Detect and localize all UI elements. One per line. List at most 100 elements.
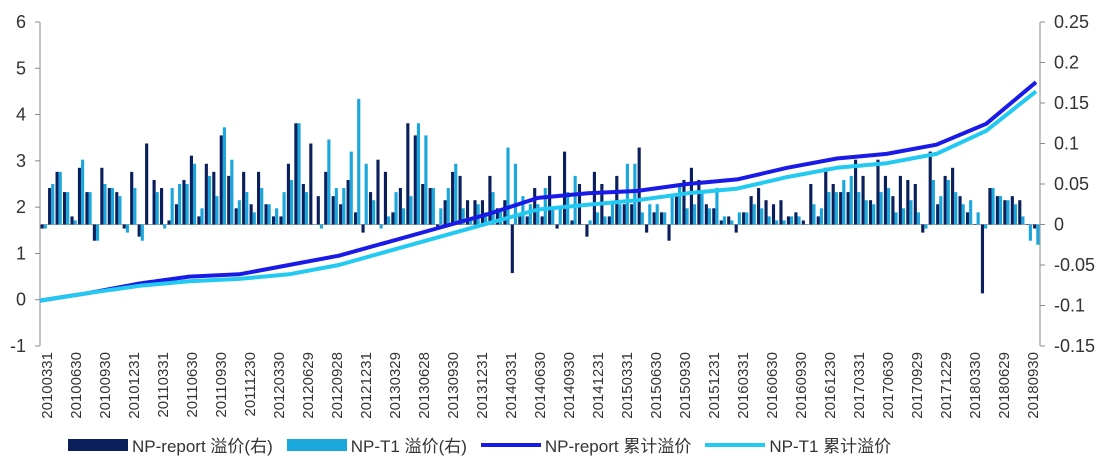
bar-np-report xyxy=(704,204,708,225)
bar-np-report xyxy=(279,216,283,225)
x-tick-label: 20111230 xyxy=(242,352,259,417)
bar-np-t1 xyxy=(439,208,443,225)
bar-np-report xyxy=(645,224,649,233)
bar-np-report xyxy=(883,175,888,225)
bar-np-t1 xyxy=(513,163,518,225)
bar-np-report xyxy=(585,224,589,237)
bar-np-t1 xyxy=(379,224,383,229)
bar-np-report xyxy=(816,216,820,225)
bar-np-t1 xyxy=(446,188,450,225)
x-tick-label: 20170331 xyxy=(851,352,868,419)
chart-legend: NP-report 溢价(右) NP-T1 溢价(右) NP-report 累计… xyxy=(68,432,905,457)
bar-np-t1 xyxy=(648,204,652,225)
bar-np-t1 xyxy=(939,196,943,225)
line-np-t1-cumulative xyxy=(39,89,1038,303)
bar-np-report xyxy=(689,167,693,225)
bar-np-t1 xyxy=(245,192,249,225)
bar-np-report xyxy=(48,188,52,225)
bar-np-t1 xyxy=(782,220,786,225)
x-tick-label: 20120928 xyxy=(329,352,346,419)
bar-np-report xyxy=(540,216,544,225)
bar-np-t1 xyxy=(998,196,1003,225)
x-tick-label: 20160930 xyxy=(793,352,810,419)
bar-np-t1 xyxy=(819,208,823,225)
bar-np-t1 xyxy=(312,224,316,225)
x-tick-label: 20100331 xyxy=(39,352,56,419)
x-tick-label: 20110930 xyxy=(213,352,230,418)
bar-np-t1 xyxy=(633,163,637,225)
x-tick-label: 20160331 xyxy=(735,352,752,419)
bar-np-t1 xyxy=(334,188,338,225)
bar-np-t1 xyxy=(275,208,279,225)
bar-np-t1 xyxy=(267,204,271,225)
bar-np-t1 xyxy=(924,224,928,229)
bar-np-t1 xyxy=(484,212,488,225)
bar-np-t1 xyxy=(110,188,115,225)
x-tick-label: 20100930 xyxy=(97,352,114,419)
bar-np-t1 xyxy=(58,171,62,225)
bar-np-report xyxy=(242,171,246,225)
bar-np-report xyxy=(906,179,910,225)
bar-np-t1 xyxy=(730,220,734,225)
x-tick-label: 20170630 xyxy=(880,352,897,419)
bar-np-report xyxy=(361,224,365,233)
bar-np-t1 xyxy=(349,151,353,225)
bar-np-report xyxy=(92,224,96,241)
bar-np-report xyxy=(839,192,843,225)
left-tick-label: 0 xyxy=(16,290,26,310)
bar-np-t1 xyxy=(252,212,256,225)
bar-np-t1 xyxy=(133,188,137,225)
bar-np-report xyxy=(846,192,850,225)
bar-np-report xyxy=(294,123,298,225)
bar-np-report xyxy=(570,220,574,225)
bar-np-report xyxy=(891,196,895,225)
bar-np-t1 xyxy=(476,204,480,225)
bar-np-report xyxy=(227,175,231,225)
bar-np-t1 xyxy=(95,224,100,241)
legend-swatch-np-report-bar xyxy=(68,438,128,451)
bar-np-t1 xyxy=(707,208,712,225)
bar-np-report xyxy=(376,159,380,225)
bar-np-t1 xyxy=(528,204,532,225)
bar-np-report xyxy=(518,216,522,225)
bar-np-report xyxy=(824,167,828,225)
bar-np-t1 xyxy=(215,196,219,225)
bar-np-report xyxy=(995,196,999,225)
x-tick-label: 20140930 xyxy=(561,352,578,419)
right-tick-label: 0.2 xyxy=(1054,53,1079,73)
bar-np-report xyxy=(988,188,992,225)
left-tick-label: -1 xyxy=(10,336,26,356)
bar-np-report xyxy=(331,196,335,225)
bar-np-t1 xyxy=(700,192,704,225)
bar-np-report xyxy=(936,204,940,225)
bar-np-t1 xyxy=(1006,200,1010,225)
left-tick-label: 6 xyxy=(16,12,26,32)
bar-np-report xyxy=(555,224,559,229)
bar-np-report xyxy=(465,200,470,225)
bar-np-t1 xyxy=(663,212,667,225)
bar-np-report xyxy=(965,212,970,225)
chart: 6 5 4 3 2 1 0 -1 0.25 0.2 0.15 0.1 0.05 0 -0.05 -0.1 -0.… xyxy=(10,12,1095,419)
bar-np-report xyxy=(271,216,276,225)
bar-np-t1 xyxy=(1028,224,1032,241)
bar-np-report xyxy=(257,171,261,225)
bar-np-report xyxy=(868,200,873,225)
x-tick-label: 20161230 xyxy=(822,352,839,419)
bar-np-t1 xyxy=(558,208,562,225)
legend-swatch-np-t1-line xyxy=(705,442,766,447)
bar-np-t1 xyxy=(655,204,659,225)
bar-np-report xyxy=(428,188,432,225)
bar-np-report xyxy=(734,224,738,233)
bar-np-report xyxy=(510,224,514,274)
bar-np-t1 xyxy=(946,179,950,225)
bar-np-t1 xyxy=(148,224,152,225)
bar-np-report xyxy=(413,135,417,225)
bar-np-report xyxy=(764,200,768,225)
bar-np-report xyxy=(607,216,611,225)
bar-np-t1 xyxy=(521,196,525,225)
bar-np-t1 xyxy=(230,159,234,225)
bar-np-t1 xyxy=(969,200,973,225)
bar-np-report xyxy=(406,123,410,225)
bar-np-t1 xyxy=(66,192,70,225)
bar-np-t1 xyxy=(364,163,368,225)
